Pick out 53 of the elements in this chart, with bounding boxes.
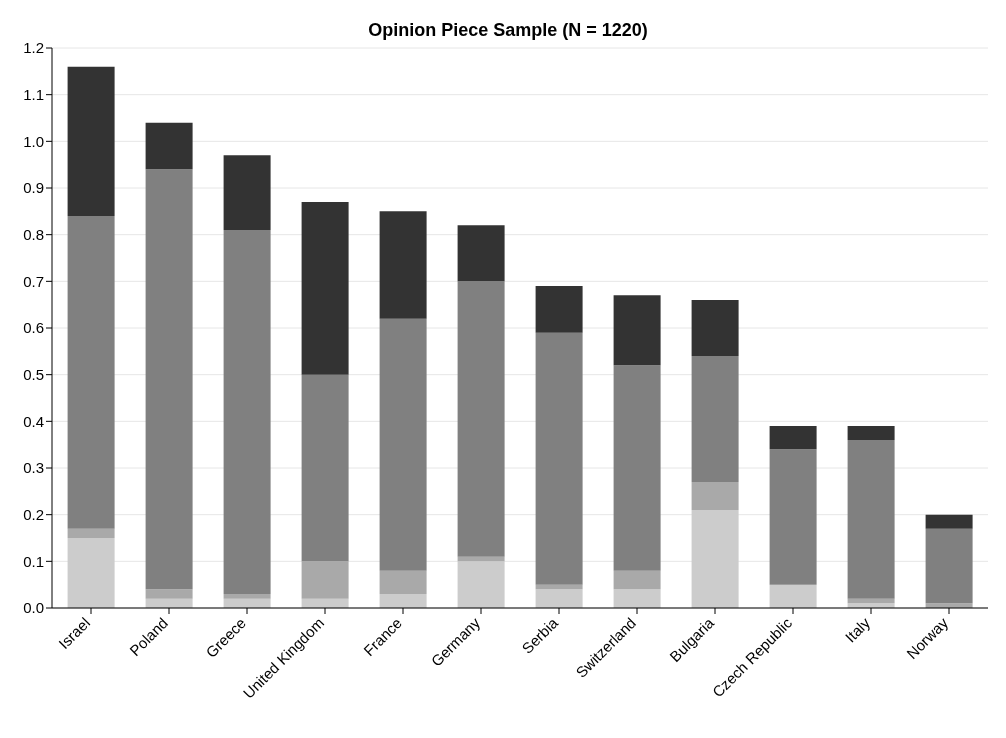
- y-tick-label: 0.2: [23, 505, 44, 523]
- bar: [847, 440, 895, 599]
- y-tick-label: 1.0: [23, 132, 44, 150]
- bar: [691, 300, 739, 356]
- bar: [457, 281, 505, 557]
- y-tick-label: 0.6: [23, 319, 44, 337]
- bar: [691, 482, 739, 510]
- bar: [223, 155, 271, 230]
- y-tick-label: 0.7: [23, 272, 44, 290]
- bar: [457, 225, 505, 282]
- bar: [769, 584, 817, 608]
- bar: [301, 374, 349, 562]
- y-tick-label: 1.2: [23, 39, 44, 57]
- bar: [769, 449, 817, 585]
- bar: [223, 230, 271, 594]
- bar: [535, 286, 583, 333]
- bar: [379, 570, 427, 594]
- bar: [145, 169, 193, 590]
- bar: [379, 211, 427, 319]
- bar: [847, 426, 895, 440]
- bar: [301, 202, 349, 375]
- bar: [613, 589, 661, 608]
- bar: [145, 122, 193, 170]
- y-tick-label: 0.8: [23, 225, 44, 243]
- bar: [691, 510, 739, 608]
- y-tick-label: 0.5: [23, 365, 44, 383]
- bar: [691, 356, 739, 482]
- x-tick-label: Italy: [841, 613, 874, 646]
- bar: [925, 514, 973, 529]
- y-tick-label: 0.4: [23, 412, 44, 430]
- y-tick-label: 0.0: [23, 599, 44, 617]
- bar: [613, 570, 661, 590]
- bar: [223, 594, 271, 599]
- bar: [535, 589, 583, 608]
- chart-title: Opinion Piece Sample (N = 1220): [367, 20, 649, 41]
- bar: [301, 561, 349, 599]
- bar: [67, 538, 115, 608]
- bar: [925, 528, 973, 604]
- bar: [457, 561, 505, 608]
- bar: [769, 426, 817, 450]
- y-tick-label: 0.9: [23, 179, 44, 197]
- bar: [379, 594, 427, 608]
- bar: [613, 295, 661, 366]
- bar: [535, 332, 583, 585]
- y-tick-label: 1.1: [23, 85, 44, 103]
- bar: [67, 216, 115, 529]
- bar: [613, 365, 661, 571]
- y-tick-label: 0.3: [23, 459, 44, 477]
- bar: [379, 318, 427, 571]
- y-tick-label: 0.1: [23, 552, 44, 570]
- bar: [145, 589, 193, 599]
- bar: [67, 66, 115, 216]
- bar: [67, 528, 115, 538]
